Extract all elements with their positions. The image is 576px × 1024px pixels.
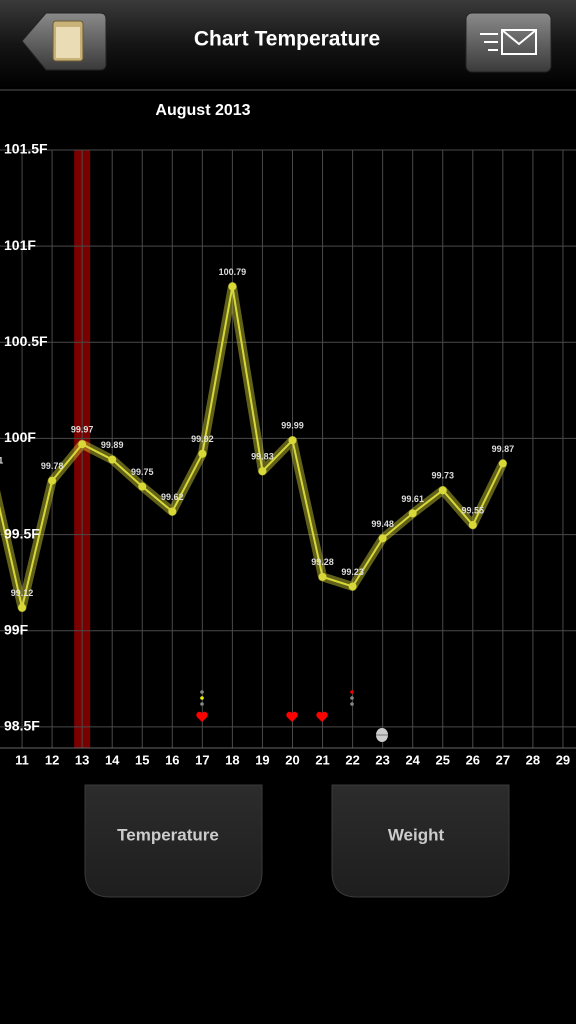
line xyxy=(0,285,504,609)
x-tick-label: 24 xyxy=(405,752,420,767)
x-tick-label: 25 xyxy=(436,752,450,767)
x-tick-label: 12 xyxy=(45,752,59,767)
data-label: 99.48 xyxy=(371,519,394,529)
data-point xyxy=(258,467,267,476)
chart-title: August 2013 xyxy=(155,102,250,119)
data-point xyxy=(408,509,417,518)
data-point xyxy=(78,440,87,449)
data-label: 99.62 xyxy=(161,492,184,502)
y-tick-label: 99.5F xyxy=(4,525,40,541)
y-tick-label: 98.5F xyxy=(4,718,40,734)
data-label: 99.73 xyxy=(431,471,454,481)
data-label: 99.81 xyxy=(0,455,3,465)
data-point xyxy=(168,507,177,516)
data-point xyxy=(498,459,507,468)
x-tick-label: 29 xyxy=(556,752,570,767)
data-point xyxy=(378,534,387,543)
temperature-tab[interactable]: Temperature xyxy=(84,784,263,898)
data-label: 99.83 xyxy=(251,451,274,461)
x-tick-label: 13 xyxy=(75,752,89,767)
y-tick-label: 101F xyxy=(4,237,36,253)
data-point xyxy=(138,482,147,491)
data-point xyxy=(288,436,297,445)
email-button[interactable] xyxy=(465,12,552,73)
x-tick-label: 16 xyxy=(165,752,179,767)
data-label: 99.78 xyxy=(41,461,64,471)
x-tick-label: 14 xyxy=(105,752,120,767)
data-point xyxy=(18,603,27,612)
data-label: 99.89 xyxy=(101,440,124,450)
tab-label: Weight xyxy=(388,825,445,844)
x-tick-label: 21 xyxy=(315,752,329,767)
x-tick-label: 27 xyxy=(496,752,510,767)
data-point xyxy=(318,572,327,581)
data-point xyxy=(438,486,447,495)
data-label: 99.97 xyxy=(71,425,94,435)
data-label: 100.79 xyxy=(219,267,247,277)
data-point xyxy=(48,476,57,485)
data-point xyxy=(108,455,117,464)
x-tick-label: 15 xyxy=(135,752,149,767)
back-button[interactable] xyxy=(21,12,107,71)
data-point xyxy=(198,449,207,458)
data-label: 99.87 xyxy=(492,444,515,454)
data-label: 99.75 xyxy=(131,467,154,477)
data-label: 99.28 xyxy=(311,557,334,567)
x-tick-label: 20 xyxy=(285,752,299,767)
data-label: 99.12 xyxy=(11,588,34,598)
data-label: 99.61 xyxy=(401,494,424,504)
data-label: 99.92 xyxy=(191,434,214,444)
weight-tab[interactable]: Weight xyxy=(331,784,510,898)
x-tick-label: 22 xyxy=(345,752,359,767)
x-tick-label: 19 xyxy=(255,752,269,767)
y-tick-label: 101.5F xyxy=(4,141,48,157)
data-point xyxy=(468,520,477,529)
x-tick-label: 18 xyxy=(225,752,239,767)
y-tick-label: 99F xyxy=(4,621,29,637)
tab-label: Temperature xyxy=(117,825,219,844)
y-tick-label: 100.5F xyxy=(4,333,48,349)
event-icons xyxy=(196,690,388,742)
data-label: 99.99 xyxy=(281,421,304,431)
x-tick-label: 11 xyxy=(15,752,29,767)
data-label: 99.23 xyxy=(341,567,364,577)
data-point xyxy=(348,582,357,591)
x-tick-label: 23 xyxy=(375,752,389,767)
x-tick-label: 26 xyxy=(466,752,480,767)
x-tick-label: 28 xyxy=(526,752,540,767)
data-label: 99.55 xyxy=(462,505,485,515)
data-point xyxy=(228,282,237,291)
y-tick-label: 100F xyxy=(4,429,36,445)
x-tick-label: 17 xyxy=(195,752,209,767)
plot-area: 1011121314151617181920212223242526272829… xyxy=(0,149,576,767)
screen-title: Chart Temperature xyxy=(194,28,380,51)
